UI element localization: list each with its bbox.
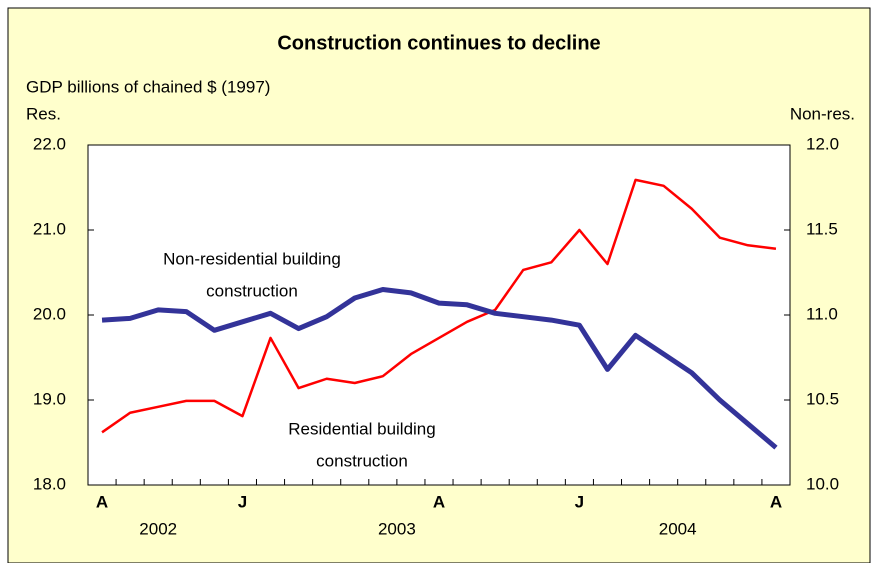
y-tick-label: 19.0	[33, 389, 66, 408]
y2-tick-label: 11.5	[806, 219, 838, 238]
y-axis-label: GDP billions of chained $ (1997)	[26, 77, 270, 96]
series-line	[101, 178, 777, 434]
x-tick-label: A	[96, 492, 108, 511]
annotation: Residential building	[288, 419, 435, 438]
x-tick-label: A	[770, 492, 782, 511]
annotation: construction	[316, 451, 408, 470]
y-tick-label: 20.0	[33, 304, 66, 323]
plot-area	[87, 144, 791, 486]
y2-tick-label: 12.0	[806, 134, 839, 153]
y2-tick-label: 11.0	[806, 304, 838, 323]
y2-tick-label: 10.0	[806, 474, 839, 493]
x-tick-label: A	[433, 492, 445, 511]
x-tick-label: J	[238, 492, 247, 511]
chart-title: Construction continues to decline	[277, 32, 600, 54]
y-axis-title: Res.	[26, 104, 61, 123]
annotation: construction	[206, 281, 298, 300]
x-group-label: 2003	[378, 519, 416, 538]
y2-axis-title: Non-res.	[790, 104, 855, 123]
y-tick-label: 22.0	[33, 134, 66, 153]
x-group-label: 2004	[659, 519, 697, 538]
y2-tick-label: 10.5	[806, 389, 839, 408]
series-line	[101, 287, 778, 450]
x-group-label: 2002	[139, 519, 177, 538]
y-tick-label: 21.0	[33, 219, 66, 238]
annotation: Non-residential building	[163, 249, 341, 268]
x-tick-label: J	[575, 492, 584, 511]
y-tick-label: 18.0	[33, 474, 66, 493]
